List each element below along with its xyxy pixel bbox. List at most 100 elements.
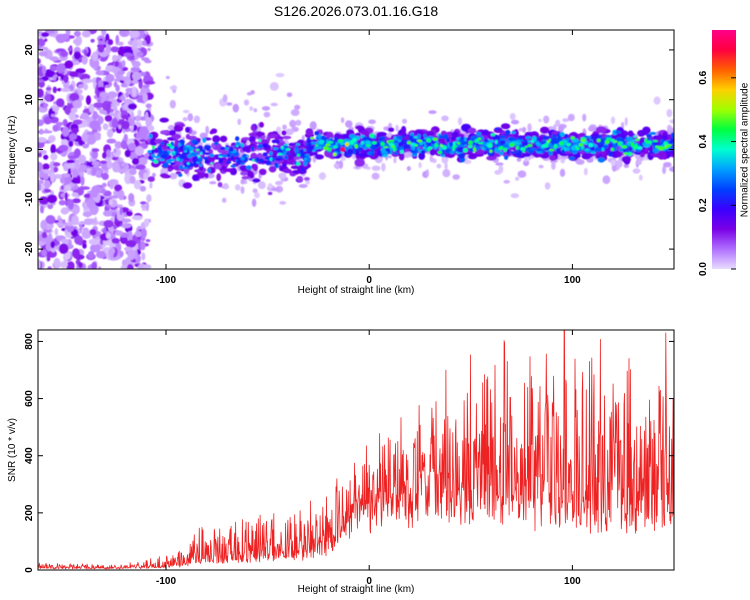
spectrogram-blob (610, 147, 615, 152)
spectrogram-blob (434, 143, 439, 147)
spectrogram-blob (74, 235, 83, 245)
spectrogram-blob (50, 113, 56, 118)
spectrogram-blob (513, 129, 519, 138)
spectrogram-blob (487, 143, 493, 149)
spectrogram-blob (429, 154, 434, 163)
spectrogram-blob (81, 229, 92, 239)
spectrogram-blob (129, 30, 140, 39)
spectrogram-y-tick-label: 0 (24, 146, 35, 152)
spectrogram-blob (178, 173, 183, 177)
spectrogram-blob (371, 141, 377, 145)
spectrogram-blob (68, 155, 77, 159)
spectrogram-blob (64, 184, 72, 192)
spectrogram-y-tick-label: 20 (24, 44, 35, 56)
spectrogram-blob (148, 133, 153, 139)
spectrogram-blob (314, 130, 320, 136)
spectrogram-blob (47, 266, 52, 269)
spectrogram-blob (106, 160, 113, 170)
spectrogram-blob (298, 184, 308, 188)
spectrogram-blob (94, 216, 98, 225)
spectrogram-blob (378, 136, 387, 140)
spectrogram-blob (127, 249, 136, 261)
spectrogram-blob (509, 113, 516, 120)
spectrogram-blob (299, 148, 304, 154)
spectrogram-blob (425, 169, 429, 177)
spectrogram-blob (132, 157, 140, 165)
spectrogram-blob (463, 136, 467, 142)
spectrogram-blob (214, 141, 219, 146)
spectrogram-blob (278, 172, 287, 179)
spectrogram-blob (474, 145, 481, 150)
spectrogram-blob (406, 166, 411, 171)
spectrogram-blob (473, 147, 477, 152)
spectrogram-blob (621, 145, 628, 149)
spectrogram-blob (143, 172, 148, 181)
spectrogram-blob (107, 39, 114, 46)
spectrogram-blob (511, 131, 516, 134)
spectrogram-blob (204, 161, 211, 164)
spectrogram-blob (536, 141, 539, 145)
spectrogram-blob (559, 131, 565, 137)
spectrogram-blob (667, 127, 674, 134)
spectrogram-blob (199, 151, 203, 156)
spectrogram-blob (319, 145, 322, 150)
snr-panel: -100 0 100 0 200 400 600 800 Height of straigh… (7, 329, 675, 595)
spectrogram-blob (100, 160, 107, 165)
spectrogram-blob (585, 140, 588, 145)
spectrogram-blob (141, 252, 146, 261)
spectrogram-blob (159, 173, 169, 178)
spectrogram-blob (114, 60, 119, 68)
spectrogram-blob (320, 143, 326, 147)
spectrogram-blob (140, 201, 147, 205)
spectrogram-blob (317, 133, 322, 140)
spectrogram-blob (636, 159, 642, 165)
spectrogram-blob (274, 162, 278, 168)
spectrogram-blob (85, 95, 92, 106)
spectrogram-blob (669, 119, 674, 124)
spectrogram-blob (271, 187, 280, 192)
spectrogram-blob (368, 119, 376, 125)
spectrogram-blob (178, 165, 183, 170)
spectrogram-blob (629, 145, 633, 151)
spectrogram-blob (141, 207, 146, 211)
spectrogram-blob (518, 128, 523, 132)
spectrogram-blob (106, 128, 114, 138)
spectrogram-blob (240, 171, 249, 176)
spectrogram-blob (517, 170, 527, 178)
spectrogram-blob (306, 137, 312, 144)
spectrogram-blob (653, 141, 659, 146)
spectrogram-blob (413, 136, 418, 139)
spectrogram-blob (538, 118, 542, 122)
spectrogram-blob (89, 229, 97, 236)
spectrogram-blob (60, 88, 72, 92)
spectrogram-blob (60, 50, 69, 58)
snr-x-ticks: -100 0 100 (156, 330, 581, 587)
spectrogram-blob (242, 146, 251, 152)
spectrogram-blob (140, 241, 146, 251)
spectrogram-blob (127, 103, 137, 110)
spectrogram-blob (139, 185, 147, 192)
spectrogram-blob (524, 156, 528, 163)
spectrogram-blob (59, 261, 68, 269)
spectrogram-blob (145, 34, 151, 45)
spectrogram-blob (125, 31, 129, 37)
spectrogram-blob (504, 129, 511, 136)
spectrogram-blob (113, 106, 118, 111)
spectrogram-blob (392, 146, 397, 152)
spectrogram-blob (179, 154, 186, 160)
spectrogram-blob (80, 176, 85, 186)
spectrogram-blob (114, 184, 123, 192)
spectrogram-blob (371, 172, 380, 180)
spectrogram-blob (275, 158, 282, 161)
spectrogram-blob (669, 166, 674, 172)
spectrogram-blobs (38, 30, 674, 269)
spectrogram-blob (86, 131, 94, 136)
spectrogram-blob (224, 147, 229, 151)
spectrogram-blob (416, 139, 423, 143)
spectrogram-blob (142, 84, 150, 89)
spectrogram-blob (132, 71, 142, 81)
spectrogram-blob (95, 70, 105, 76)
spectrogram-blob (185, 133, 191, 140)
spectrogram-x-ticks: -100 0 100 (156, 30, 581, 286)
spectrogram-blob (270, 102, 278, 107)
